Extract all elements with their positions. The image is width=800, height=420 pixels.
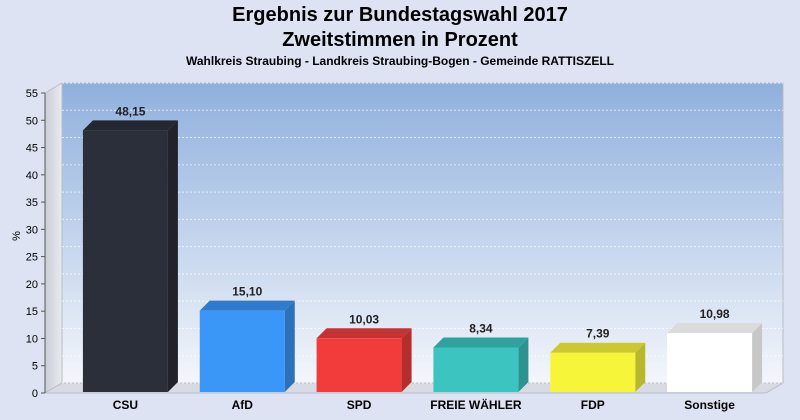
y-tick-label: 55 [26, 88, 38, 100]
bar [316, 328, 412, 392]
bar-front [550, 352, 636, 392]
y-tick-label: 40 [26, 170, 38, 182]
data-label: 10,98 [700, 307, 730, 321]
bar-front [433, 347, 519, 392]
bar-top [316, 328, 412, 339]
x-tick-label: AfD [232, 398, 254, 412]
bar-top [82, 120, 178, 131]
bar-side [518, 337, 529, 392]
chart-title: Ergebnis zur Bundestagswahl 2017 [232, 4, 568, 26]
data-label: 10,03 [349, 312, 379, 326]
labels: 48,15 CSU 15,10 AfD 10,03 SPD 8,34 FREIE WÄHLER… [113, 104, 736, 412]
bar [433, 337, 529, 392]
chart-subtitle: Wahlkreis Straubing - Landkreis Straubin… [186, 54, 614, 68]
bar-side [752, 323, 763, 392]
bar-top [433, 337, 529, 348]
bar-front [667, 333, 753, 392]
y-tick-label: 0 [32, 388, 38, 400]
x-tick-label: FDP [581, 398, 605, 412]
chart-title-line2: Zweitstimmen in Prozent [282, 29, 518, 51]
bar-front [199, 310, 285, 392]
y-tick-label: 45 [26, 143, 38, 155]
y-axis: 0 5 10 15 20 25 30 35 40 45 50 55 [26, 88, 46, 400]
y-tick-label: 50 [26, 115, 38, 127]
y-tick-label: 5 [32, 361, 38, 373]
bar-side [167, 120, 178, 392]
back-wall [61, 82, 784, 384]
bars [82, 120, 763, 392]
x-tick-label: FREIE WÄHLER [430, 397, 522, 412]
gridlines [62, 82, 783, 384]
bar-front [316, 338, 402, 392]
bar-side [284, 300, 295, 392]
data-label: 48,15 [115, 104, 145, 118]
x-tick-label: Sonstige [684, 398, 735, 412]
bar [667, 323, 763, 392]
y-tick-label: 25 [26, 252, 38, 264]
data-label: 8,34 [469, 322, 493, 336]
y-tick-label: 30 [26, 224, 38, 236]
bar-top [667, 323, 763, 334]
data-label: 15,10 [232, 285, 262, 299]
y-tick-label: 35 [26, 197, 38, 209]
y-tick-label: 10 [26, 333, 38, 345]
bar-side [401, 328, 412, 392]
bar-top [550, 342, 646, 353]
bar [82, 120, 178, 392]
bar-top [199, 300, 295, 311]
y-tick-label: 20 [26, 279, 38, 291]
bar-side [635, 342, 646, 392]
data-label: 7,39 [586, 327, 610, 341]
y-tick-label: 15 [26, 306, 38, 318]
side-wall [44, 82, 63, 394]
bar [199, 300, 295, 392]
y-axis-label: % [11, 231, 23, 241]
bar-front [82, 130, 168, 392]
x-tick-label: SPD [347, 398, 372, 412]
bar [550, 342, 646, 392]
plot-area [43, 82, 785, 394]
x-tick-label: CSU [113, 398, 138, 412]
